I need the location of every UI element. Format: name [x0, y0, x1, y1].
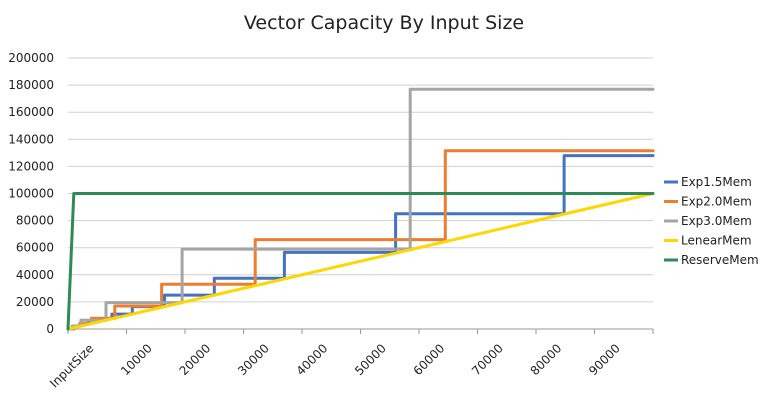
y-tick-label: 140000: [8, 132, 54, 146]
series-lines: [66, 87, 655, 331]
y-tick-label: 60000: [16, 241, 54, 255]
legend-label: Exp1.5Mem: [681, 175, 752, 189]
chart-title: Vector Capacity By Input Size: [244, 12, 524, 34]
legend-label: ReserveMem: [681, 253, 759, 267]
y-tick-label: 100000: [8, 187, 54, 201]
y-tick-label: 40000: [16, 268, 54, 282]
y-tick-label: 20000: [16, 295, 54, 309]
legend-label: Exp3.0Mem: [681, 214, 752, 228]
legend-label: LenearMem: [681, 234, 752, 248]
x-tick-label: 10000: [118, 341, 155, 378]
legend-label: Exp2.0Mem: [681, 195, 752, 209]
x-tick-label: 40000: [294, 341, 331, 378]
series-line-reservemem: [66, 192, 655, 331]
x-tick-label: 90000: [586, 341, 623, 378]
y-tick-label: 160000: [8, 105, 54, 119]
y-tick-label: 180000: [8, 78, 54, 92]
x-tick-label: 30000: [235, 341, 272, 378]
x-tick-label: 60000: [411, 341, 448, 378]
x-tick-label: 70000: [469, 341, 506, 378]
x-tick-label: 50000: [352, 341, 389, 378]
y-tick-label: 80000: [16, 214, 54, 228]
y-tick-label: 120000: [8, 159, 54, 173]
series-line-exp3-0mem: [66, 87, 655, 331]
x-tick-label: 20000: [177, 341, 214, 378]
series-line-lenearmem: [66, 192, 655, 331]
legend: Exp1.5Mem Exp2.0Mem Exp3.0Mem LenearMem Rese…: [664, 175, 759, 267]
x-tick-label: 80000: [528, 341, 565, 378]
y-tick-label: 0: [46, 322, 54, 336]
y-tick-label: 200000: [8, 51, 54, 65]
x-tick-label: InputSize: [47, 341, 96, 390]
